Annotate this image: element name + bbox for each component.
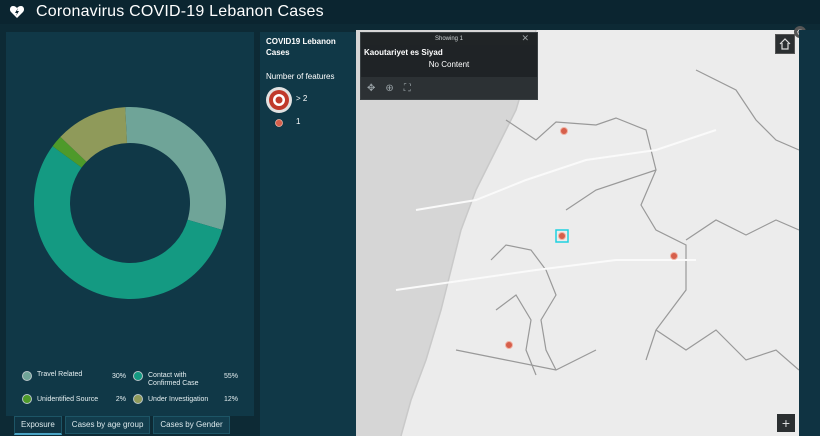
legend-value: 55% xyxy=(223,373,238,380)
legend-class-label: > 2 xyxy=(296,94,308,103)
page-title: Coronavirus COVID-19 Lebanon Cases xyxy=(36,3,324,20)
chart-legend: Travel Related 30% Contact with Confirme… xyxy=(6,362,254,412)
legend-value: 2% xyxy=(115,396,126,403)
map-view[interactable] xyxy=(356,30,799,436)
donut-slice-unidentified-source[interactable] xyxy=(52,136,87,168)
home-icon xyxy=(779,38,791,50)
donut-chart xyxy=(34,106,226,299)
expand-icon[interactable]: ⛶ xyxy=(403,82,411,94)
tab-cases-by-gender[interactable]: Cases by Gender xyxy=(153,416,230,434)
legend-swatch xyxy=(22,371,32,381)
right-sidebar xyxy=(799,30,820,436)
legend-item-contact[interactable]: Contact with Confirmed Case xyxy=(133,371,208,388)
plus-icon[interactable]: + xyxy=(777,414,795,432)
legend-class-label: 1 xyxy=(296,117,301,126)
legend-item-travel[interactable]: Travel Related xyxy=(22,371,107,381)
legend-label: Contact with Confirmed Case xyxy=(148,372,199,387)
popup-feature-name: Kaoutariyet es Siyad xyxy=(364,48,443,57)
popup-toolbar: ✥ ⊕ ⛶ xyxy=(361,77,537,99)
donut-slice-contact-with-confirmed-case[interactable] xyxy=(34,146,223,299)
map-legend-panel: COVID19 Lebanon Cases Number of features… xyxy=(260,32,356,436)
popup-content: No Content xyxy=(428,60,470,69)
tab-cases-by-age-group[interactable]: Cases by age group xyxy=(64,416,151,434)
map-legend-subtitle: Number of features xyxy=(266,72,335,81)
tab-exposure[interactable]: Exposure xyxy=(14,416,62,435)
legend-label: Under Investigation xyxy=(148,396,209,403)
large-cluster-symbol xyxy=(266,87,292,113)
feature-popup[interactable]: Showing 1 ✕ Kaoutariyet es Siyad No Cont… xyxy=(360,32,538,100)
legend-swatch xyxy=(133,371,143,381)
exposure-chart-panel: Travel Related 30% Contact with Confirme… xyxy=(6,32,254,416)
home-button[interactable] xyxy=(775,34,795,54)
chart-tabs: Exposure Cases by age group Cases by Gen… xyxy=(14,416,230,435)
pan-icon[interactable]: ✥ xyxy=(367,82,376,94)
donut-slices xyxy=(34,106,226,299)
case-points xyxy=(505,127,678,349)
legend-swatch xyxy=(133,394,143,404)
map-canvas xyxy=(356,30,799,436)
legend-value: 30% xyxy=(111,373,126,380)
legend-label: Unidentified Source xyxy=(37,396,99,403)
donut-slice-travel-related[interactable] xyxy=(125,106,226,230)
app-header: Coronavirus COVID-19 Lebanon Cases xyxy=(0,0,820,24)
zoom-to-icon[interactable]: ⊕ xyxy=(385,82,394,94)
legend-value: 12% xyxy=(223,396,238,403)
popup-count: Showing 1 xyxy=(434,36,464,42)
popup-header: Showing 1 ✕ xyxy=(361,33,537,45)
legend-label: Travel Related xyxy=(37,371,83,378)
donut-slice-under-investigation[interactable] xyxy=(60,107,128,162)
small-case-symbol xyxy=(275,119,283,127)
legend-item-unidentified[interactable]: Unidentified Source xyxy=(22,394,107,404)
legend-swatch xyxy=(22,394,32,404)
close-icon[interactable]: ✕ xyxy=(521,33,529,43)
map-legend-title: COVID19 Lebanon Cases xyxy=(266,37,336,57)
heart-lightning-icon xyxy=(8,3,26,21)
legend-item-investigation[interactable]: Under Investigation xyxy=(133,394,218,404)
